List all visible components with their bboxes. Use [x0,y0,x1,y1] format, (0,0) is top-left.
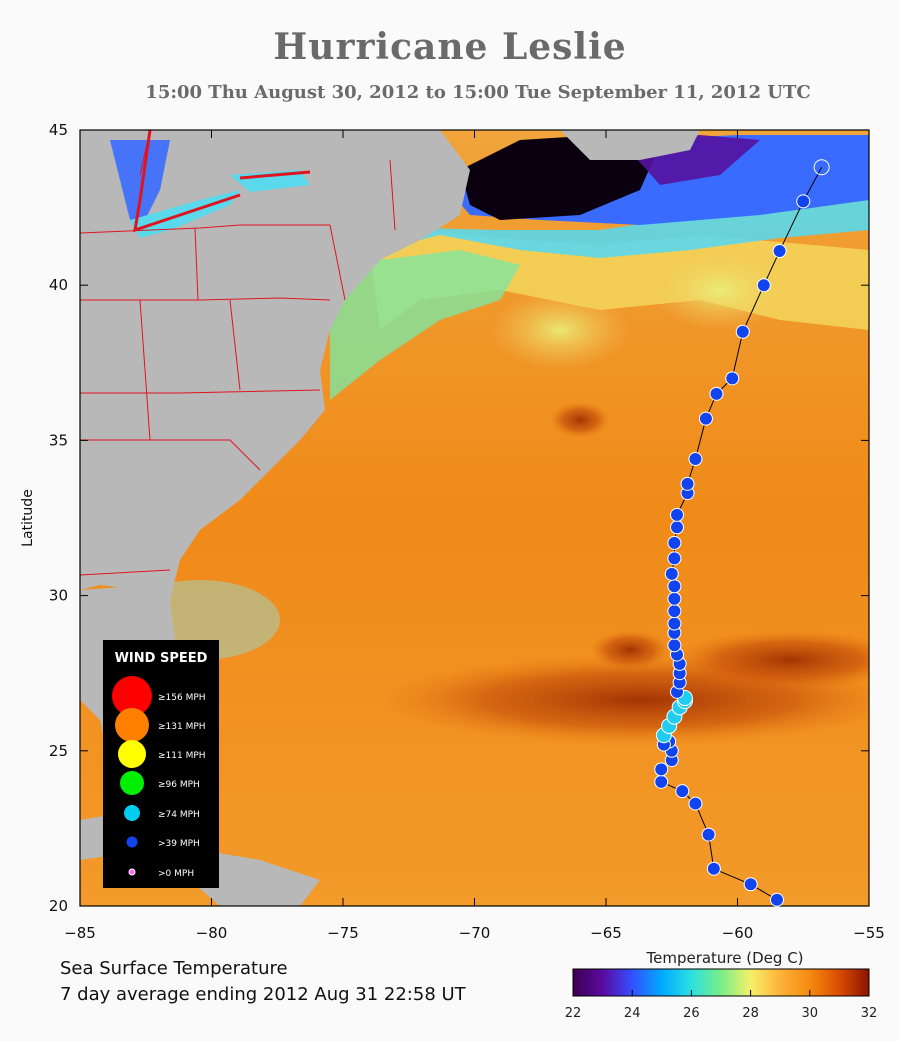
track-point [706,861,721,876]
track-point [667,591,682,606]
x-tick-label: −55 [853,924,885,942]
colorbar-tick-label: 30 [802,1006,819,1021]
track-point [688,452,703,467]
track-point [670,507,685,522]
legend-label: >0 MPH [158,869,194,879]
x-tick-label: −75 [327,924,359,942]
track-point [688,796,703,811]
y-tick-label: 25 [49,742,68,760]
colorbar-tick-label: 22 [565,1006,582,1021]
legend-label: ≥156 MPH [158,693,206,703]
track-point [698,411,713,426]
y-tick-label: 45 [49,121,68,139]
x-tick-label: −80 [196,924,228,942]
legend-label: >39 MPH [158,839,200,849]
track-point [667,616,682,631]
temperature-colorbar: 22 24 26 28 30 32 [565,968,878,1021]
track-point [667,604,682,619]
legend-swatch [128,868,136,876]
y-tick-label: 35 [49,431,68,449]
legend-swatch [115,708,149,742]
wind-speed-legend: WIND SPEED ≥156 MPH ≥131 MPH ≥111 MPH ≥96 M… [103,640,219,888]
track-point [670,520,685,535]
colorbar-tick-label: 26 [683,1006,700,1021]
legend-label: ≥131 MPH [158,722,206,732]
y-tick-label: 30 [49,587,68,605]
colorbar-tick-label: 28 [742,1006,759,1021]
legend-label: ≥74 MPH [158,810,200,820]
y-axis-label: Latitude [20,489,36,547]
chart-subtitle: 15:00 Thu August 30, 2012 to 15:00 Tue S… [145,82,811,103]
y-axis: 20 25 30 35 40 45 [49,121,869,915]
legend-label: ≥111 MPH [158,751,206,761]
legend-swatch [112,676,152,716]
track-point [675,784,690,799]
track-point [813,159,830,176]
legend-title: WIND SPEED [115,651,208,666]
track-point [725,371,740,386]
track-point [756,278,771,293]
colorbar-tick-label: 24 [624,1006,641,1021]
legend-swatch [118,740,146,768]
track-point [667,551,682,566]
track-point [796,194,811,209]
chart-title: Hurricane Leslie [273,26,627,68]
track-point [709,386,724,401]
hurricane-track [654,159,830,907]
track-point [667,579,682,594]
track-point [667,638,682,653]
track-point [654,774,669,789]
y-tick-label: 40 [49,276,68,294]
legend-swatch [120,771,144,795]
track-point [667,535,682,550]
x-tick-label: −60 [722,924,754,942]
track-point [654,762,669,777]
track-point [664,566,679,581]
x-tick-label: −70 [459,924,491,942]
caption-line-2: 7 day average ending 2012 Aug 31 22:58 U… [60,984,466,1005]
caption-line-1: Sea Surface Temperature [60,958,288,979]
x-axis: −85 −80 −75 −70 −65 −60 −55 [64,130,885,942]
legend-label: ≥96 MPH [158,780,200,790]
track-point [743,877,758,892]
track-point [735,324,750,339]
colorbar-label: Temperature (Deg C) [646,949,804,967]
x-tick-label: −85 [64,924,96,942]
legend-swatch [126,836,138,848]
legend-swatch [124,805,140,821]
y-tick-label: 20 [49,897,68,915]
track-point [680,476,695,491]
track-point [772,244,787,259]
colorbar-tick-label: 32 [861,1006,878,1021]
track-point [769,892,784,907]
x-tick-label: −65 [590,924,622,942]
track-point [701,827,716,842]
